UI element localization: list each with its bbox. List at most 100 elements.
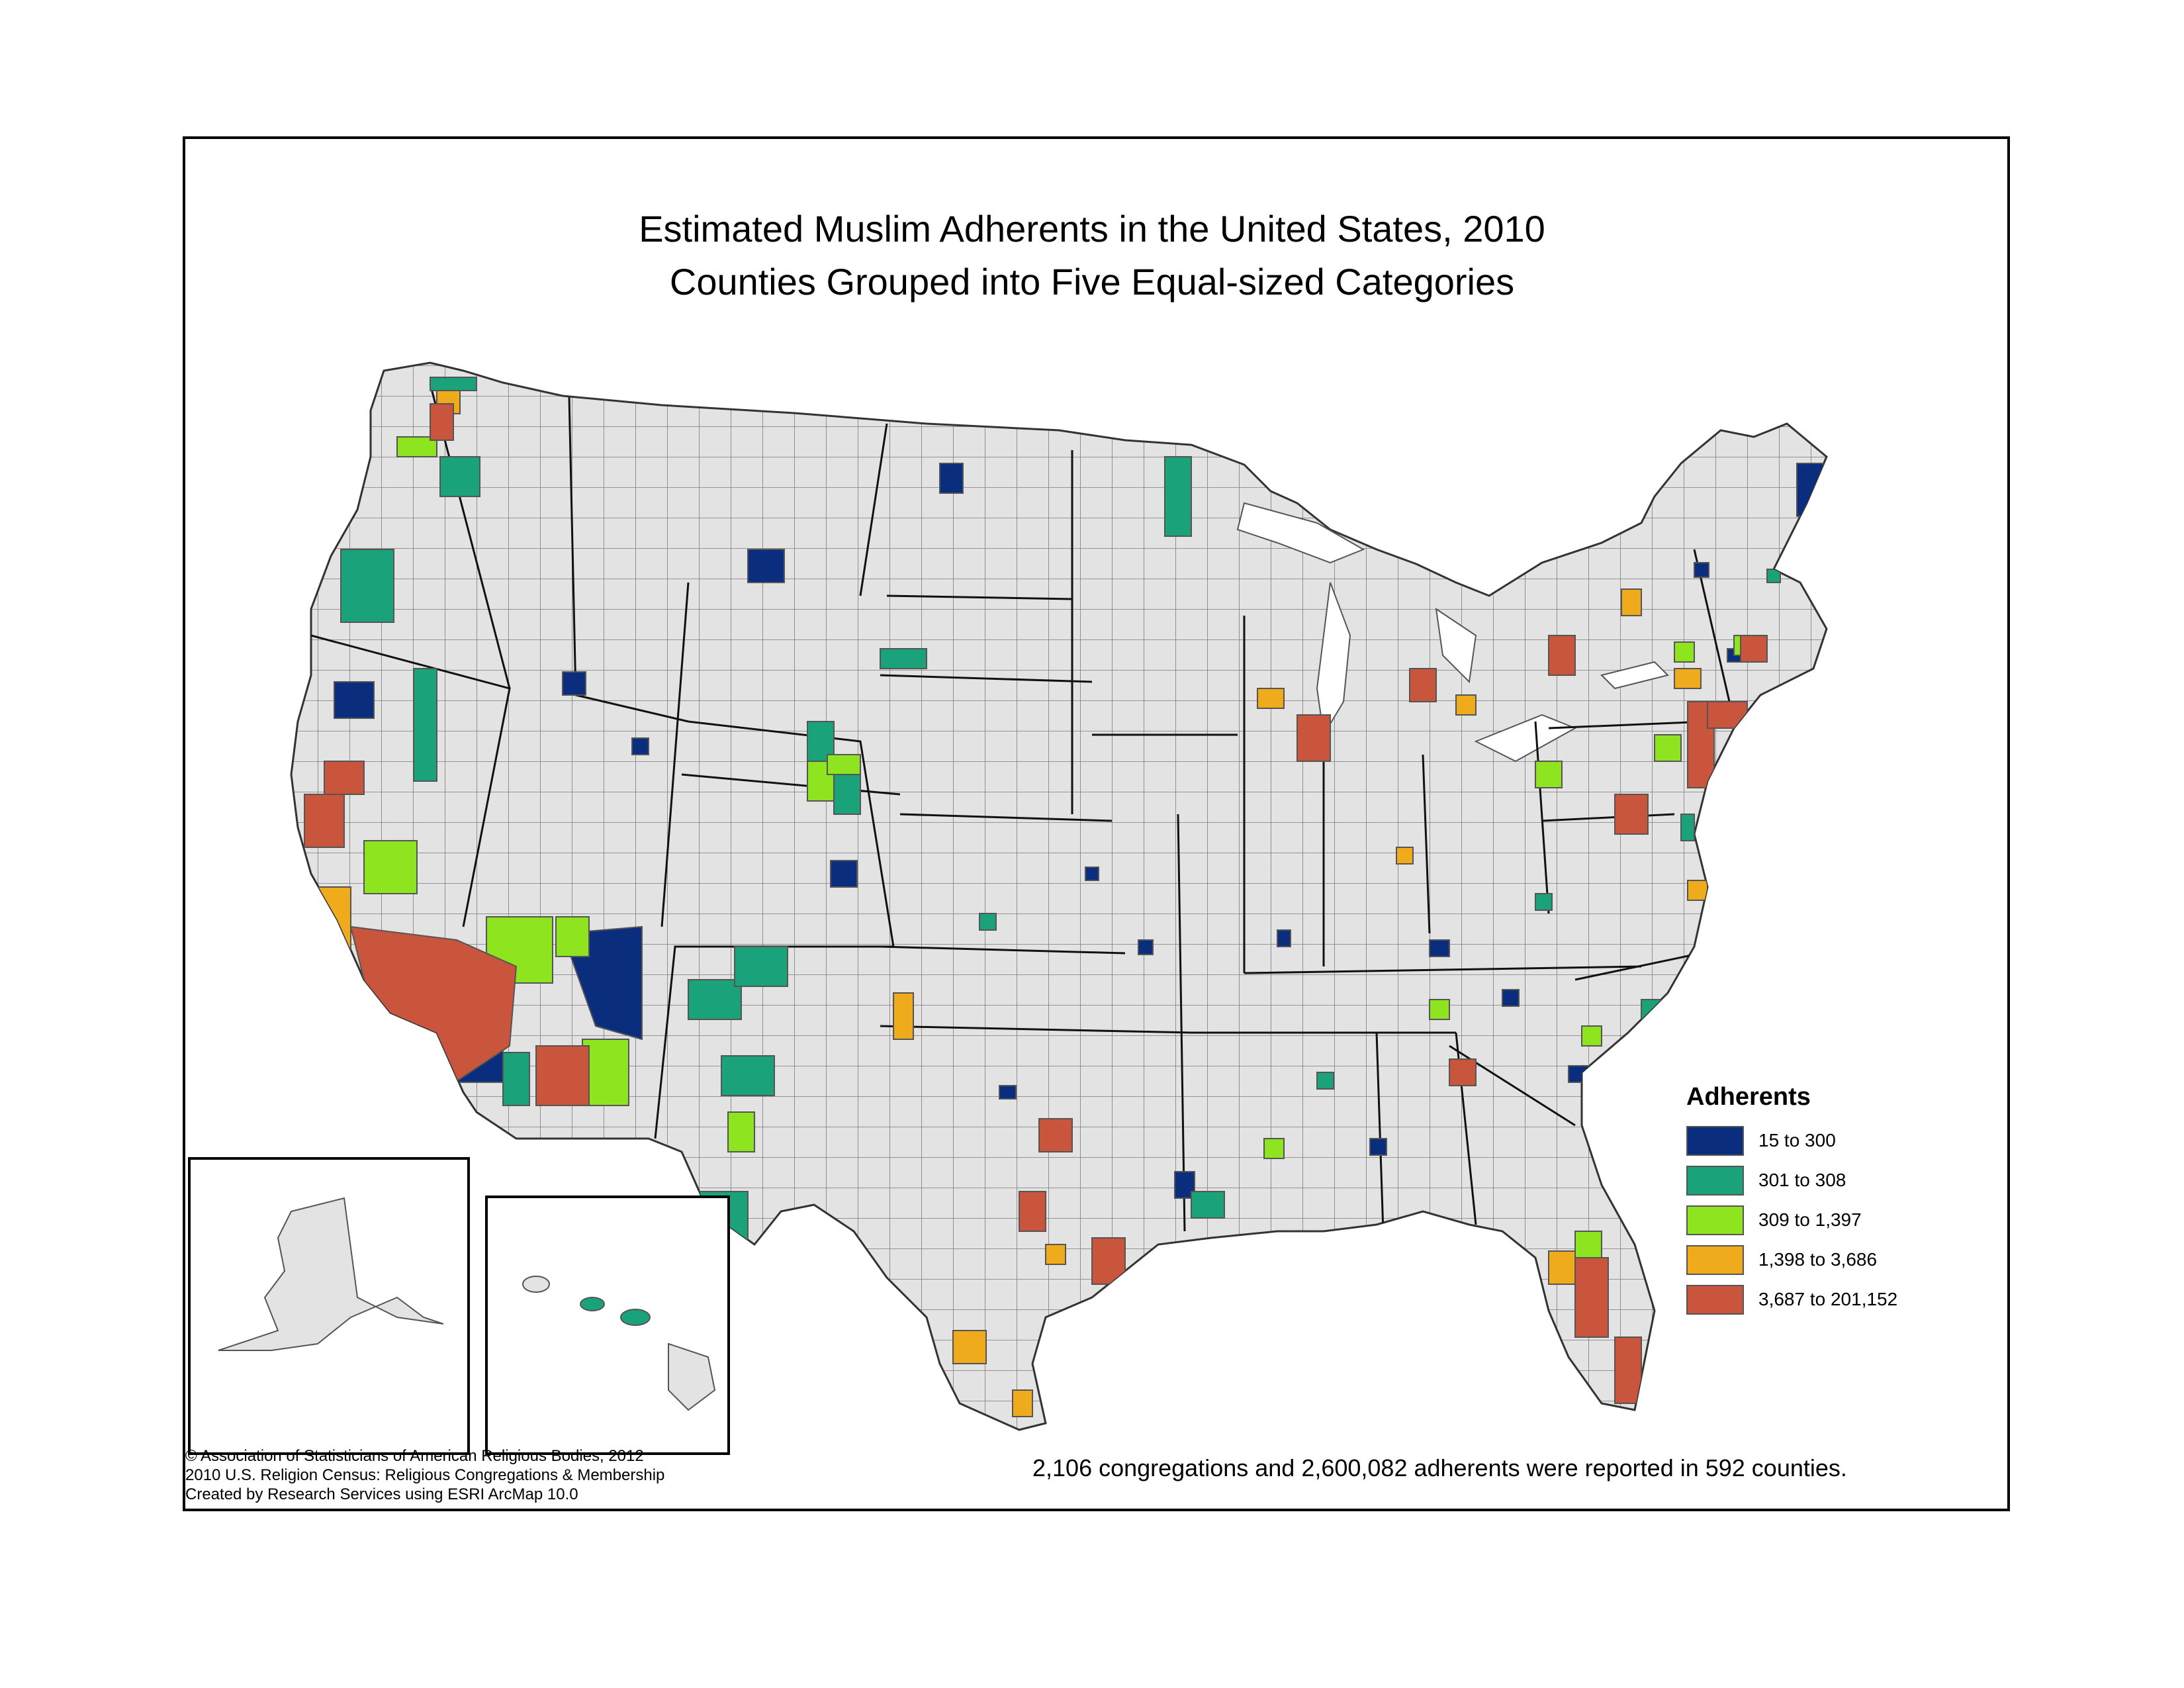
county-class-1 (830, 860, 858, 888)
county-class-4 (1548, 1250, 1576, 1285)
legend-item: 1,398 to 3,686 (1686, 1240, 1897, 1280)
county-class-5 (1574, 1257, 1609, 1338)
county-class-4 (304, 886, 351, 954)
county-class-1 (1568, 1065, 1596, 1083)
hawaii-inset (485, 1196, 730, 1455)
legend-item: 301 to 308 (1686, 1160, 1897, 1200)
title-line-2: Counties Grouped into Five Equal-sized C… (669, 261, 1515, 303)
county-class-2 (1535, 893, 1553, 911)
county-class-3 (363, 840, 418, 894)
county-class-1 (1138, 939, 1154, 955)
county-class-4 (1621, 588, 1642, 616)
county-class-5 (1614, 794, 1649, 835)
county-class-3 (1574, 1231, 1602, 1258)
credit-line-3: Created by Research Services using ESRI … (185, 1485, 578, 1503)
credits: © Association of Statisticians of Americ… (185, 1446, 664, 1504)
county-class-5 (304, 794, 345, 848)
county-class-3 (1654, 734, 1682, 762)
hawaii-island-maui (620, 1309, 651, 1326)
county-class-3 (1674, 641, 1695, 663)
county-class-1 (1085, 867, 1099, 881)
county-class-3 (1535, 761, 1563, 788)
county-class-1 (1796, 463, 1824, 517)
county-class-2 (439, 456, 480, 497)
county-class-2 (807, 721, 835, 769)
county-class-2 (430, 377, 477, 391)
hawaii-island-big (668, 1342, 716, 1411)
county-class-5 (1019, 1191, 1046, 1232)
legend-item: 3,687 to 201,152 (1686, 1280, 1897, 1319)
title-line-1: Estimated Muslim Adherents in the United… (639, 208, 1545, 250)
credit-line-2: 2010 U.S. Religion Census: Religious Con… (185, 1466, 665, 1484)
legend-title: Adherents (1686, 1083, 1811, 1111)
county-class-5 (1548, 635, 1576, 676)
legend-swatch-4 (1686, 1244, 1744, 1275)
county-class-1 (999, 1085, 1017, 1100)
county-class-2 (880, 648, 927, 669)
county-class-4 (1674, 668, 1702, 689)
county-class-1 (631, 737, 649, 755)
county-class-5 (1707, 701, 1748, 729)
county-class-2 (688, 979, 742, 1020)
summary-text: 2,106 congregations and 2,600,082 adhere… (1032, 1454, 1847, 1481)
county-class-5 (1091, 1237, 1126, 1285)
county-class-1 (334, 681, 375, 719)
county-class-5 (1614, 1336, 1642, 1404)
hawaii-island-oahu (580, 1297, 605, 1311)
county-class-1 (1694, 562, 1709, 578)
county-class-4 (1396, 847, 1414, 865)
legend: Adherents 15 to 300 301 to 308 309 to 1,… (1686, 1083, 1897, 1319)
hawaii-island-kauai (522, 1276, 550, 1293)
county-class-2 (413, 668, 437, 782)
county-class-5 (1038, 1118, 1073, 1152)
county-class-3 (1263, 1138, 1285, 1159)
county-class-5 (1449, 1058, 1477, 1086)
county-class-2 (1641, 999, 1662, 1020)
county-class-3 (1429, 999, 1450, 1020)
county-class-2 (1766, 569, 1781, 583)
county-class-3 (582, 1039, 629, 1106)
county-class-4 (1257, 688, 1285, 709)
legend-label-5: 3,687 to 201,152 (1758, 1289, 1898, 1309)
legend-swatch-5 (1686, 1284, 1744, 1315)
county-class-2 (833, 774, 861, 815)
county-class-3 (827, 754, 861, 775)
legend-item: 15 to 300 (1686, 1121, 1897, 1160)
county-class-4 (893, 992, 914, 1040)
county-class-3 (1581, 1025, 1602, 1047)
alaska-shape (218, 1197, 444, 1351)
county-class-1 (1429, 939, 1450, 957)
county-class-2 (1316, 1072, 1334, 1090)
county-class-4 (1045, 1244, 1066, 1265)
county-class-4 (1455, 694, 1477, 716)
county-class-2 (1601, 1125, 1619, 1159)
county-class-2 (1191, 1191, 1225, 1219)
county-class-2 (502, 1052, 530, 1106)
map-frame (183, 136, 2010, 1511)
county-class-5 (324, 761, 365, 795)
county-class-5 (535, 1045, 590, 1106)
county-class-4 (1012, 1389, 1033, 1417)
county-class-2 (721, 1055, 775, 1096)
legend-label-3: 309 to 1,397 (1758, 1209, 1862, 1230)
county-class-2 (1680, 814, 1695, 841)
legend-swatch-2 (1686, 1165, 1744, 1196)
county-class-5 (1409, 668, 1437, 702)
county-class-1 (1502, 989, 1520, 1007)
legend-label-2: 301 to 308 (1758, 1170, 1846, 1190)
county-class-3 (727, 1111, 755, 1152)
legend-item: 309 to 1,397 (1686, 1200, 1897, 1240)
county-class-1 (1369, 1138, 1387, 1156)
county-class-1 (1277, 929, 1291, 947)
county-class-3 (396, 436, 437, 457)
legend-swatch-3 (1686, 1205, 1744, 1235)
legend-swatch-1 (1686, 1125, 1744, 1156)
county-class-2 (734, 946, 788, 987)
county-class-2 (979, 913, 997, 931)
county-class-4 (1687, 880, 1708, 901)
county-class-5 (430, 403, 454, 441)
county-class-1 (562, 671, 586, 696)
county-class-1 (747, 549, 785, 583)
county-class-3 (555, 916, 590, 957)
